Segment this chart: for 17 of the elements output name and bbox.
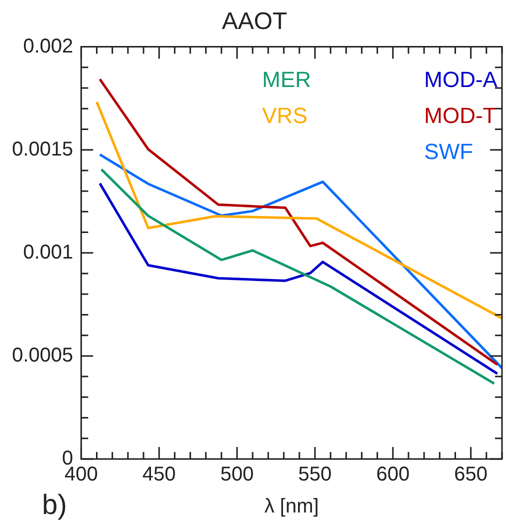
x-tick-label: 600 (376, 464, 410, 486)
y-tick-label: 0.001 (23, 241, 74, 264)
text: VRS (262, 102, 308, 128)
text: MOD-A (424, 66, 498, 92)
x-tick-label: 450 (142, 464, 176, 486)
y-tick-label: 0.0015 (12, 138, 74, 160)
x-tick-label: 550 (298, 464, 332, 486)
x-axis-title: λ [nm] (264, 496, 319, 518)
text: SWF (424, 138, 474, 164)
text: b) (42, 489, 67, 520)
text: MER (262, 66, 312, 92)
y-tick-label: 0.002 (23, 35, 74, 58)
chart-title: AAOT (222, 8, 288, 36)
y-tick-label: 0.0005 (12, 344, 74, 366)
x-tick-label: 650 (454, 464, 488, 486)
x-tick-label: 500 (220, 464, 254, 486)
text: MOD-T (424, 102, 496, 128)
